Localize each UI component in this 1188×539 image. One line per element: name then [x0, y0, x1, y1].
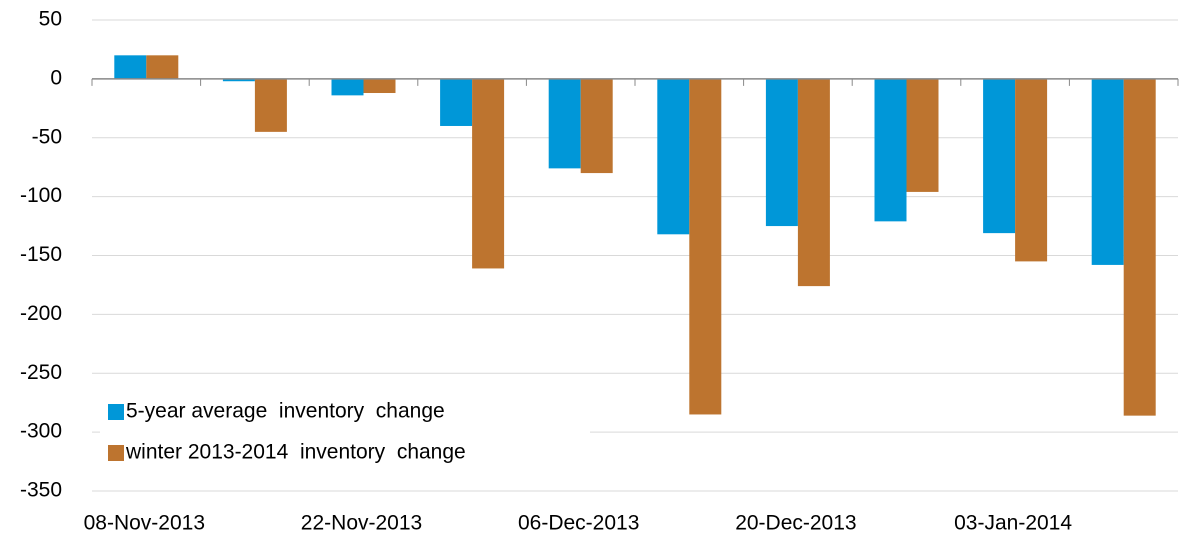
x-tick-label: 20-Dec-2013: [735, 512, 856, 535]
x-tick-label: 06-Dec-2013: [518, 512, 639, 535]
y-tick-label: -100: [20, 184, 62, 207]
bar: [906, 78, 939, 192]
y-tick-label: -200: [20, 302, 62, 325]
legend-swatch: [108, 404, 124, 420]
bar: [1123, 78, 1156, 416]
bar: [765, 78, 798, 227]
y-tick-label: -300: [20, 420, 62, 443]
y-tick-label: 0: [50, 66, 62, 89]
y-tick-label: 50: [39, 8, 62, 31]
bar: [114, 55, 147, 79]
bar: [440, 78, 473, 126]
x-tick-label: 22-Nov-2013: [301, 512, 422, 535]
y-tick-label: -250: [20, 361, 62, 384]
bar: [983, 78, 1016, 234]
bar: [874, 78, 907, 222]
bar: [146, 55, 179, 79]
y-tick-label: -150: [20, 243, 62, 266]
bar: [689, 78, 722, 415]
x-tick-label: 08-Nov-2013: [84, 512, 205, 535]
bar: [1091, 78, 1124, 265]
legend-box: [100, 392, 590, 472]
bar: [548, 78, 581, 169]
bar: [1015, 78, 1048, 262]
bar: [580, 78, 613, 174]
bar: [331, 78, 364, 96]
y-tick-label: -350: [20, 479, 62, 502]
legend-label: 5-year average inventory change: [126, 400, 445, 423]
bar: [363, 78, 396, 94]
x-tick-label: 03-Jan-2014: [954, 512, 1072, 535]
y-tick-label: -50: [32, 125, 62, 148]
bar: [472, 78, 505, 269]
bar: [222, 78, 255, 82]
legend-label: winter 2013-2014 inventory change: [125, 441, 466, 464]
legend-swatch: [108, 445, 124, 461]
bar: [797, 78, 830, 287]
bar: [254, 78, 287, 132]
bar: [657, 78, 690, 235]
